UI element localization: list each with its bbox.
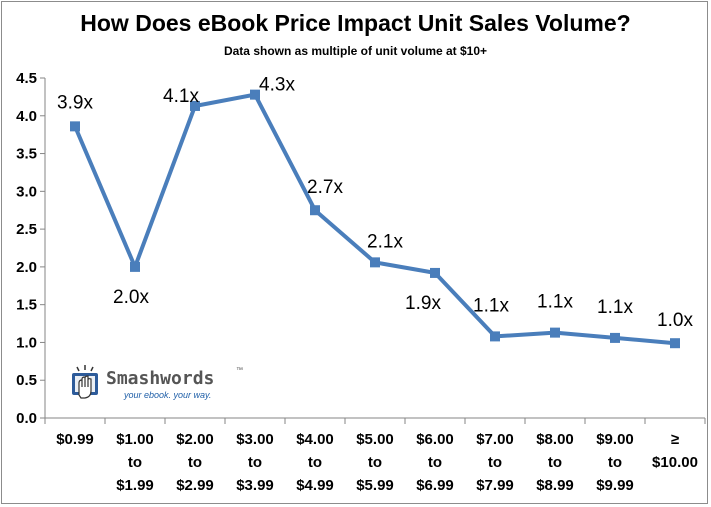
y-tick-label: 4.5	[16, 70, 37, 87]
data-point	[190, 100, 200, 111]
chart-axes	[44, 78, 705, 419]
x-tick-label: $4.00	[296, 431, 334, 448]
data-point	[610, 332, 620, 343]
x-tick-label: $7.99	[476, 477, 514, 494]
logo-name: Smashwords	[106, 368, 215, 389]
x-tick-label: $10.00	[652, 454, 698, 471]
x-tick-label: $4.99	[296, 477, 334, 494]
x-tick-label: $1.00	[116, 431, 154, 448]
y-tick-label: 0.0	[16, 410, 37, 427]
x-tick-label: $6.99	[416, 477, 454, 494]
x-axis-ticks: $0.99 $1.00 to $1.99 $2.00 to $2.99 $3.00 to $3.9…	[44, 418, 706, 494]
data-label: 2.7x	[307, 177, 343, 198]
data-point	[130, 261, 140, 272]
data-point	[70, 121, 80, 132]
x-tick-label: $2.00	[176, 431, 214, 448]
y-tick-label: 3.0	[16, 183, 37, 200]
data-point	[670, 338, 680, 349]
x-tick-label: to	[128, 454, 142, 471]
data-label: 2.0x	[113, 287, 149, 308]
x-tick-label: ≥	[671, 431, 679, 448]
data-point	[310, 205, 320, 216]
x-tick-label: to	[428, 454, 442, 471]
series-markers	[70, 89, 680, 349]
y-tick-label: 1.5	[16, 297, 37, 314]
data-label: 1.1x	[537, 292, 573, 313]
x-tick-label: to	[488, 454, 502, 471]
x-tick-label: $3.00	[236, 431, 274, 448]
x-tick-label: $2.99	[176, 477, 214, 494]
x-tick-label: $1.99	[116, 477, 154, 494]
y-tick-label: 0.5	[16, 372, 37, 389]
x-tick-label: $0.99	[56, 431, 94, 448]
x-tick-label: to	[188, 454, 202, 471]
chart-subtitle: Data shown as multiple of unit volume at…	[223, 44, 488, 58]
x-tick-label: $9.00	[596, 431, 634, 448]
data-labels: 3.9x 2.0x 4.1x 4.3x 2.7x 2.1x 1.9x 1.1x 1.1x 1.1x…	[57, 75, 693, 332]
data-label: 1.0x	[657, 310, 693, 331]
logo-tagline: your ebook. your way.	[124, 390, 212, 400]
data-point	[550, 327, 560, 338]
x-tick-label: to	[548, 454, 562, 471]
data-label: 1.1x	[597, 297, 633, 318]
logo-trademark: ™	[236, 367, 243, 374]
x-tick-label: to	[368, 454, 382, 471]
data-label: 3.9x	[57, 92, 93, 113]
x-tick-label: $5.00	[356, 431, 394, 448]
y-tick-label: 3.5	[16, 146, 37, 163]
data-point	[490, 331, 500, 342]
data-point	[430, 267, 440, 278]
x-tick-label: to	[248, 454, 262, 471]
x-tick-label: $5.99	[356, 477, 394, 494]
x-tick-label: $6.00	[416, 431, 454, 448]
y-tick-label: 4.0	[16, 108, 37, 125]
data-label: 1.9x	[405, 293, 441, 314]
y-tick-label: 1.0	[16, 334, 37, 351]
chart-title: How Does eBook Price Impact Unit Sales V…	[80, 10, 631, 36]
x-tick-label: $8.99	[536, 477, 574, 494]
series-line	[73, 92, 676, 346]
data-point	[370, 257, 380, 268]
x-tick-label: $8.00	[536, 431, 574, 448]
smashwords-logo: Smashwords ™ your ebook. your way.	[68, 365, 258, 405]
x-tick-label: to	[308, 454, 322, 471]
x-tick-label: $3.99	[236, 477, 274, 494]
data-label: 4.3x	[259, 75, 295, 96]
y-axis-ticks: 0.0 0.5 1.0 1.5 2.0 2.5 3.0 3.5 4.0 4.5	[16, 70, 45, 427]
book-hand-icon	[72, 365, 98, 399]
data-label: 2.1x	[367, 231, 403, 252]
y-tick-label: 2.5	[16, 221, 37, 238]
x-tick-label: $9.99	[596, 477, 634, 494]
x-tick-label: to	[608, 454, 622, 471]
data-label: 1.1x	[473, 295, 509, 316]
data-label: 4.1x	[163, 86, 199, 107]
x-tick-label: $7.00	[476, 431, 514, 448]
y-tick-label: 2.0	[16, 259, 37, 276]
data-point	[250, 89, 260, 100]
